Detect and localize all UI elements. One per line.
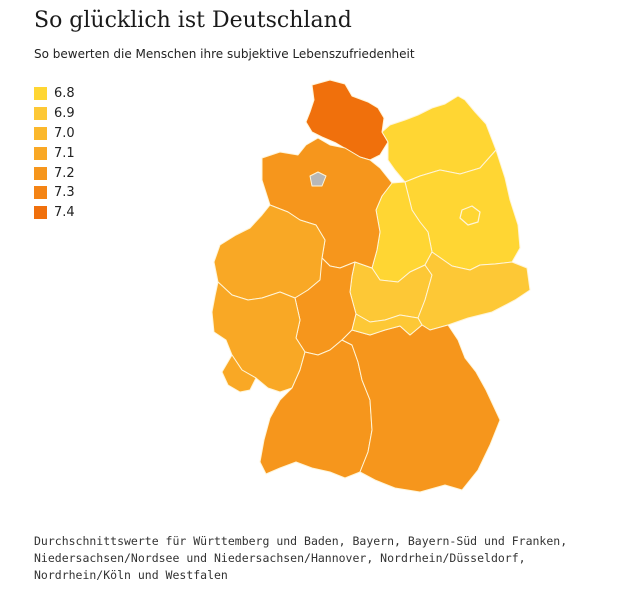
legend-swatch [34, 107, 47, 121]
region-bremen [309, 171, 327, 187]
region-mecklenburg-vorpommern[interactable] [381, 95, 497, 183]
page-subtitle: So bewerten die Menschen ihre subjektive… [34, 47, 415, 61]
region-schleswig-holstein[interactable] [305, 79, 389, 161]
legend-label: 6.8 [54, 86, 75, 102]
legend-item: 7.2 [34, 163, 75, 183]
legend-label: 6.9 [54, 106, 75, 122]
page-title: So glücklich ist Deutschland [34, 8, 352, 33]
legend-item: 7.1 [34, 143, 75, 163]
region-franken[interactable] [351, 313, 423, 336]
region-sachsen[interactable] [417, 251, 531, 331]
legend: 6.8 6.9 7.0 7.1 7.2 7.3 7.4 [34, 84, 75, 223]
region-saarland[interactable] [221, 354, 257, 393]
legend-label: 7.4 [54, 205, 75, 221]
legend-item: 6.8 [34, 84, 75, 104]
legend-item: 7.0 [34, 124, 75, 144]
region-berlin [459, 205, 481, 226]
legend-label: 7.1 [54, 145, 75, 161]
legend-label: 7.3 [54, 185, 75, 201]
legend-item: 6.9 [34, 104, 75, 124]
legend-label: 7.2 [54, 165, 75, 181]
legend-swatch [34, 186, 47, 200]
legend-swatch [34, 206, 47, 220]
legend-swatch [34, 146, 47, 160]
legend-label: 7.0 [54, 125, 75, 141]
legend-item: 7.3 [34, 183, 75, 203]
legend-swatch [34, 126, 47, 140]
legend-swatch [34, 87, 47, 101]
legend-item: 7.4 [34, 203, 75, 223]
legend-swatch [34, 166, 47, 180]
footnote: Durchschnittswerte für Württemberg und B… [34, 534, 568, 582]
